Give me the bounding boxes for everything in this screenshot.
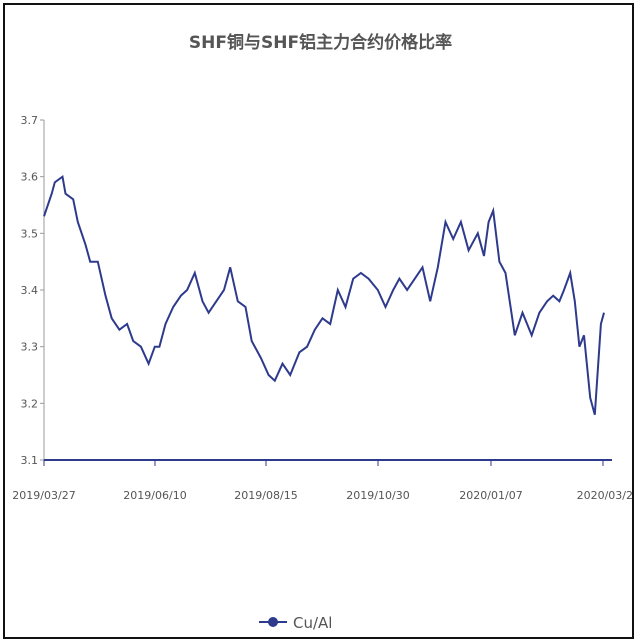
y-tick-label: 3.1 [21,454,39,467]
y-tick-label: 3.2 [21,397,39,410]
y-tick-label: 3.6 [21,171,39,184]
legend-label: Cu/Al [293,614,332,632]
y-tick-label: 3.7 [21,114,39,127]
x-tick-label: 2019/03/27 [12,489,75,502]
chart-frame [3,3,634,639]
y-tick-label: 3.3 [21,341,39,354]
x-tick-label: 2020/03/2 [577,489,633,502]
y-tick-label: 3.5 [21,227,39,240]
x-tick-label: 2019/06/10 [123,489,186,502]
legend-marker [268,617,278,627]
x-tick-label: 2020/01/07 [459,489,522,502]
series-line-cu-al [43,174,605,415]
y-tick-label: 3.4 [21,284,39,297]
x-tick-label: 2019/08/15 [234,489,297,502]
x-tick-label: 2019/10/30 [346,489,409,502]
chart-title: SHF铜与SHF铝主力合约价格比率 [188,33,453,53]
legend: Cu/Al [259,614,332,632]
